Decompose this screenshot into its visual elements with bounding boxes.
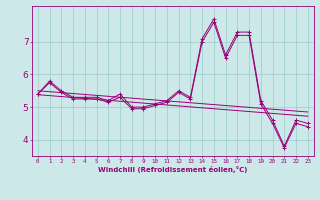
X-axis label: Windchill (Refroidissement éolien,°C): Windchill (Refroidissement éolien,°C) [98,166,247,173]
